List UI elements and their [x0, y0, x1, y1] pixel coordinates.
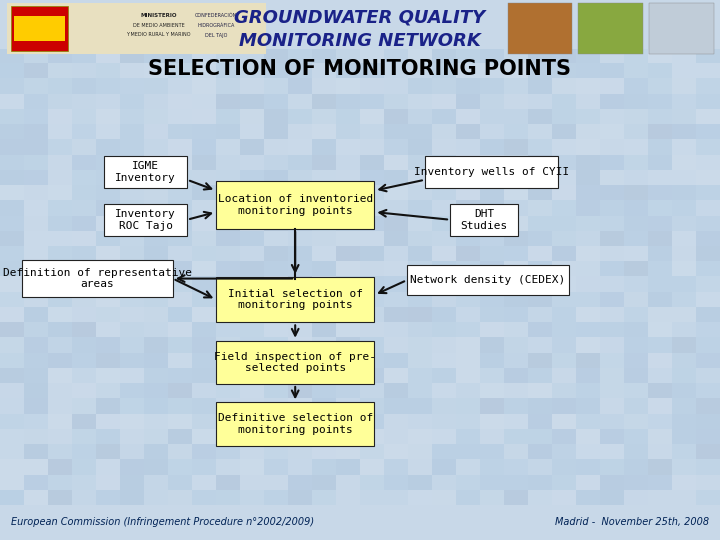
Text: MINISTERIO: MINISTERIO — [140, 14, 176, 18]
FancyBboxPatch shape — [22, 260, 173, 298]
Text: Inventory wells of CYII: Inventory wells of CYII — [414, 167, 569, 177]
FancyBboxPatch shape — [508, 3, 572, 54]
FancyBboxPatch shape — [7, 3, 266, 54]
FancyBboxPatch shape — [649, 3, 714, 54]
Text: GROUNDWATER QUALITY: GROUNDWATER QUALITY — [235, 8, 485, 26]
Text: DE MEDIO AMBIENTE: DE MEDIO AMBIENTE — [132, 23, 184, 28]
FancyBboxPatch shape — [14, 16, 65, 41]
Text: Field inspection of pre-
selected points: Field inspection of pre- selected points — [215, 352, 376, 373]
Text: SELECTION OF MONITORING POINTS: SELECTION OF MONITORING POINTS — [148, 59, 572, 79]
Text: Location of inventoried
monitoring points: Location of inventoried monitoring point… — [217, 194, 373, 215]
Text: DHT
Studies: DHT Studies — [461, 209, 508, 231]
FancyBboxPatch shape — [407, 265, 569, 295]
Text: Inventory
ROC Tajo: Inventory ROC Tajo — [115, 209, 176, 231]
Text: Initial selection of
monitoring points: Initial selection of monitoring points — [228, 289, 363, 310]
Text: Madrid -  November 25th, 2008: Madrid - November 25th, 2008 — [555, 517, 709, 528]
Text: CONFEDERACIÓN: CONFEDERACIÓN — [195, 14, 237, 18]
FancyBboxPatch shape — [104, 204, 187, 235]
FancyBboxPatch shape — [216, 402, 374, 446]
FancyBboxPatch shape — [425, 156, 558, 188]
Text: DEL TAJO: DEL TAJO — [204, 32, 228, 38]
Text: European Commission (Infringement Procedure n°2002/2009): European Commission (Infringement Proced… — [11, 517, 314, 528]
Text: Definitive selection of
monitoring points: Definitive selection of monitoring point… — [217, 413, 373, 435]
Text: MONITORING NETWORK: MONITORING NETWORK — [239, 32, 481, 50]
Text: IGME
Inventory: IGME Inventory — [115, 161, 176, 183]
Text: HIDROGRÁFICA: HIDROGRÁFICA — [197, 23, 235, 28]
FancyBboxPatch shape — [216, 276, 374, 322]
FancyBboxPatch shape — [578, 3, 643, 54]
Text: Y MEDIO RURAL Y MARINO: Y MEDIO RURAL Y MARINO — [126, 31, 191, 37]
Text: Definition of representative
areas: Definition of representative areas — [3, 268, 192, 289]
FancyBboxPatch shape — [11, 5, 68, 51]
Text: Network density (CEDEX): Network density (CEDEX) — [410, 275, 565, 285]
FancyBboxPatch shape — [216, 341, 374, 384]
FancyBboxPatch shape — [104, 156, 187, 188]
FancyBboxPatch shape — [450, 204, 518, 235]
FancyBboxPatch shape — [216, 181, 374, 229]
